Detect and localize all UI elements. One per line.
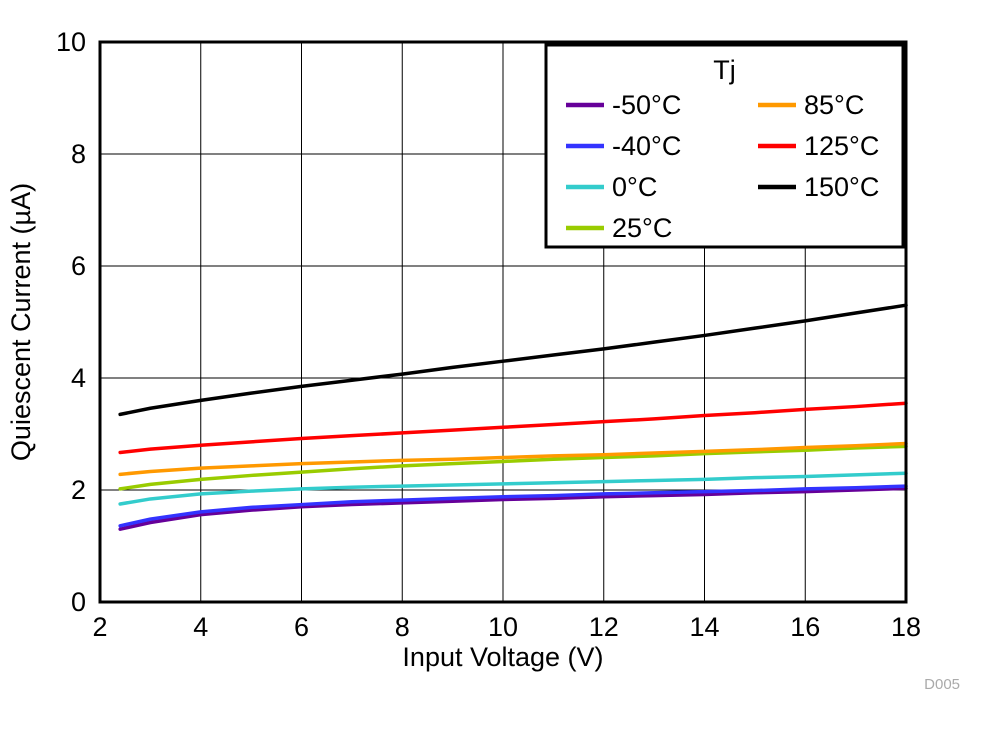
series-line-25C bbox=[118, 444, 908, 491]
y-tick-label: 8 bbox=[71, 139, 86, 169]
series-line-125C bbox=[118, 401, 908, 455]
x-tick-label: 10 bbox=[488, 612, 518, 642]
series-line--50C bbox=[118, 486, 908, 531]
legend-label: -40°C bbox=[612, 131, 681, 161]
x-tick-label: 12 bbox=[589, 612, 619, 642]
x-tick-label: 4 bbox=[193, 612, 208, 642]
legend-label: 85°C bbox=[804, 90, 864, 120]
series-line-85C bbox=[118, 441, 908, 477]
x-tick-label: 8 bbox=[395, 612, 410, 642]
legend-title: Tj bbox=[713, 55, 736, 85]
series-line-150C bbox=[118, 303, 908, 417]
y-tick-label: 2 bbox=[71, 475, 86, 505]
series-line--40C bbox=[118, 484, 908, 528]
legend-label: 125°C bbox=[804, 131, 879, 161]
y-tick-label: 10 bbox=[56, 27, 86, 57]
x-tick-label: 6 bbox=[294, 612, 309, 642]
y-tick-label: 0 bbox=[71, 587, 86, 617]
legend-label: 150°C bbox=[804, 172, 879, 202]
x-tick-label: 18 bbox=[891, 612, 921, 642]
series-line-0C bbox=[118, 471, 908, 506]
x-tick-label: 16 bbox=[790, 612, 820, 642]
y-tick-label: 4 bbox=[71, 363, 86, 393]
legend-label: -50°C bbox=[612, 90, 681, 120]
plot-border bbox=[98, 40, 908, 604]
legend-label: 0°C bbox=[612, 172, 657, 202]
x-tick-label: 14 bbox=[689, 612, 719, 642]
figure-id-watermark: D005 bbox=[924, 676, 960, 693]
x-axis-title: Input Voltage (V) bbox=[402, 642, 604, 672]
legend-label: 25°C bbox=[612, 213, 672, 243]
x-tick-label: 2 bbox=[92, 612, 107, 642]
y-tick-label: 6 bbox=[71, 251, 86, 281]
legend-box bbox=[544, 43, 905, 249]
y-axis-title: Quiescent Current (µA) bbox=[6, 182, 36, 462]
